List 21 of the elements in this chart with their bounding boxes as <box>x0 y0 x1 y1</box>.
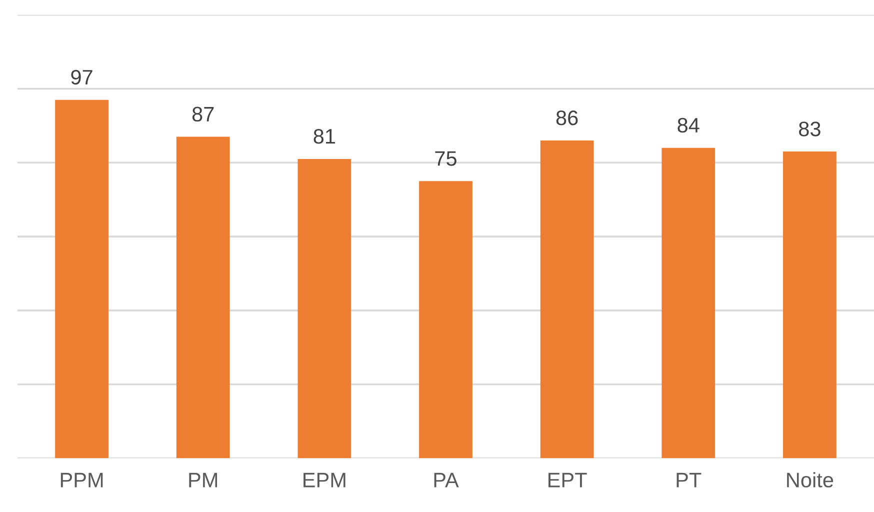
x-tick-label: EPM <box>304 472 346 488</box>
data-label: 83 <box>799 122 820 136</box>
data-label: 87 <box>192 106 214 122</box>
bar <box>662 148 716 458</box>
bar <box>55 100 108 458</box>
data-label: 86 <box>556 110 578 126</box>
x-tick-label: PT <box>676 472 702 488</box>
x-tick-label: PM <box>189 472 218 488</box>
bar <box>176 136 230 458</box>
bar <box>419 181 472 458</box>
x-tick-label: PA <box>434 472 459 488</box>
x-tick-label: Noite <box>787 472 834 488</box>
data-label: 81 <box>314 128 335 144</box>
bar <box>540 140 594 458</box>
x-tick-label: PPM <box>60 472 103 488</box>
data-label: 97 <box>71 70 92 85</box>
bar <box>298 158 352 458</box>
data-label: 84 <box>678 118 700 133</box>
x-tick-label: EPT <box>548 472 587 488</box>
bar <box>783 152 836 458</box>
data-label: 75 <box>435 151 456 166</box>
